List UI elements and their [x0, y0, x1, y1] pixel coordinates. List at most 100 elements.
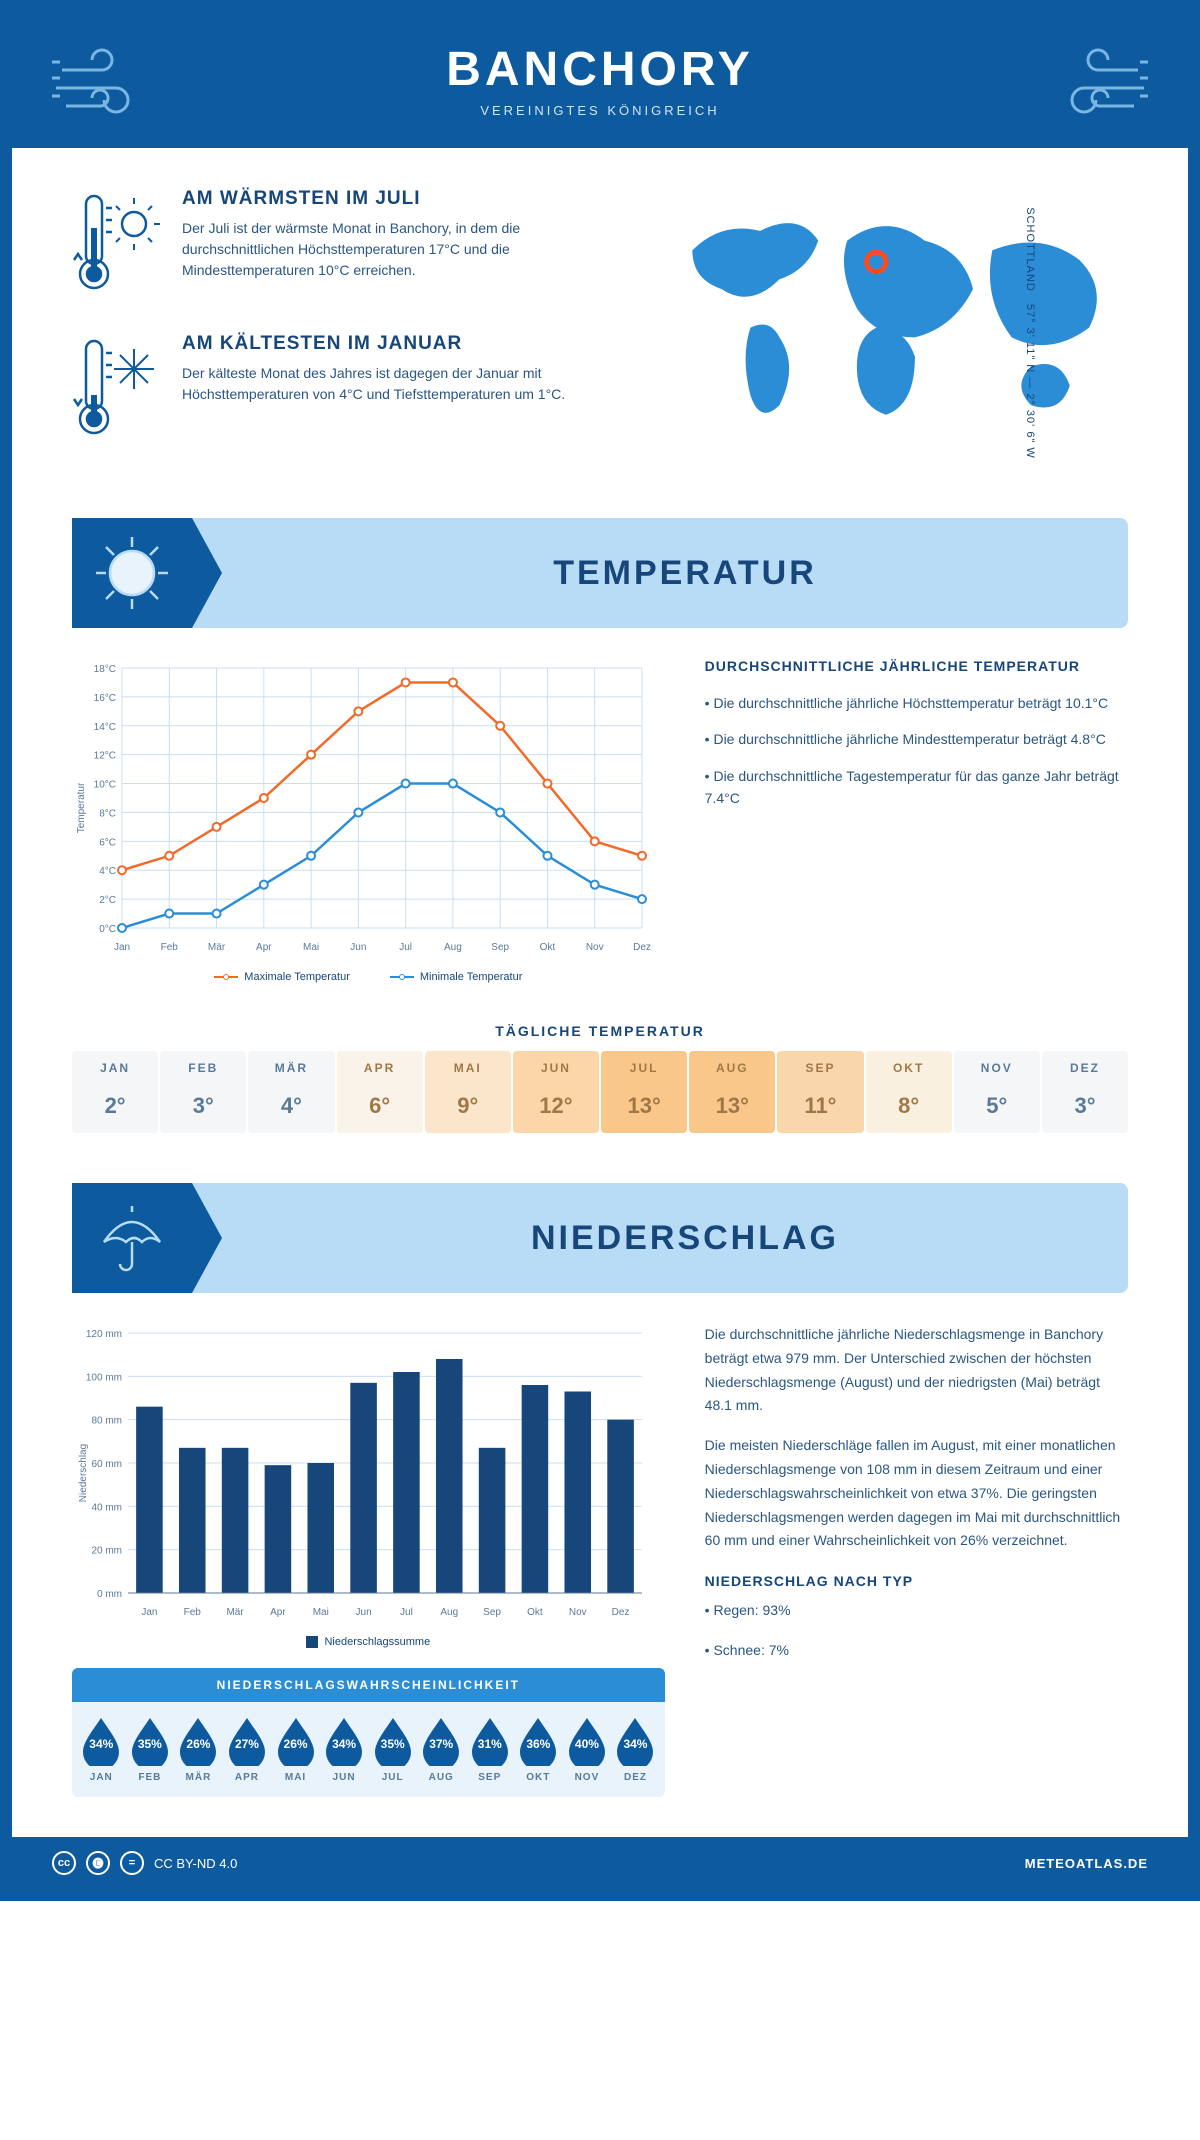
svg-text:0 mm: 0 mm	[97, 1589, 122, 1600]
svg-text:Mai: Mai	[303, 942, 319, 953]
precip-probability-cell: 40%NOV	[564, 1716, 611, 1783]
svg-text:80 mm: 80 mm	[91, 1416, 122, 1427]
svg-text:Sep: Sep	[483, 1607, 501, 1618]
svg-text:40 mm: 40 mm	[91, 1502, 122, 1513]
svg-text:Mai: Mai	[313, 1607, 329, 1618]
svg-text:8°C: 8°C	[99, 808, 116, 819]
svg-text:Nov: Nov	[586, 942, 604, 953]
thermometer-hot-icon	[72, 188, 162, 303]
svg-text:Jul: Jul	[400, 1607, 413, 1618]
temperature-section-header: TEMPERATUR	[72, 518, 1128, 628]
thermometer-cold-icon	[72, 333, 162, 448]
svg-text:Apr: Apr	[270, 1607, 286, 1618]
svg-text:Jan: Jan	[141, 1607, 157, 1618]
precip-probability-cell: 37%AUG	[418, 1716, 465, 1783]
svg-text:20 mm: 20 mm	[91, 1546, 122, 1557]
svg-text:Dez: Dez	[612, 1607, 630, 1618]
by-icon: 🅔	[86, 1851, 110, 1875]
svg-text:100 mm: 100 mm	[86, 1372, 122, 1383]
daily-temp-cell: APR6°	[337, 1051, 423, 1133]
warmest-title: AM WÄRMSTEN IM JULI	[182, 188, 604, 210]
svg-text:Aug: Aug	[440, 1607, 458, 1618]
svg-text:Okt: Okt	[527, 1607, 543, 1618]
svg-text:Sep: Sep	[491, 942, 509, 953]
precip-probability-cell: 27%APR	[224, 1716, 271, 1783]
temperature-summary-text: DURCHSCHNITTLICHE JÄHRLICHE TEMPERATUR •…	[705, 658, 1128, 983]
precipitation-bar-chart: 0 mm 20 mm 40 mm 60 mm 80 mm 100 mm 120 mm Nied…	[72, 1323, 665, 1648]
svg-text:Jul: Jul	[399, 942, 412, 953]
precip-probability-cell: 31%SEP	[467, 1716, 514, 1783]
precipitation-section-header: NIEDERSCHLAG	[72, 1183, 1128, 1293]
umbrella-icon	[72, 1183, 192, 1293]
svg-text:2°C: 2°C	[99, 895, 116, 906]
daily-temp-cell: OKT8°	[866, 1051, 952, 1133]
temperature-heading: TEMPERATUR	[553, 554, 817, 593]
daily-temp-cell: DEZ3°	[1042, 1051, 1128, 1133]
daily-temp-cell: MÄR4°	[248, 1051, 334, 1133]
daily-temp-cell: AUG13°	[689, 1051, 775, 1133]
svg-text:18°C: 18°C	[94, 664, 116, 675]
precip-probability-cell: 34%DEZ	[612, 1716, 659, 1783]
precip-probability-cell: 34%JAN	[78, 1716, 125, 1783]
location-title: BANCHORY	[446, 42, 754, 97]
svg-text:Mär: Mär	[208, 942, 226, 953]
warmest-text: Der Juli ist der wärmste Monat in Bancho…	[182, 218, 604, 281]
svg-text:Jan: Jan	[114, 942, 130, 953]
precipitation-probability-panel: NIEDERSCHLAGSWAHRSCHEINLICHKEIT 34%JAN35…	[72, 1668, 665, 1797]
svg-text:6°C: 6°C	[99, 837, 116, 848]
coordinates-label: SCHOTTLAND 57° 3' 11" N — 2° 30' 6" W	[1024, 207, 1036, 459]
wind-icon	[52, 42, 152, 137]
svg-text:0°C: 0°C	[99, 924, 116, 935]
coldest-block: AM KÄLTESTEN IM JANUAR Der kälteste Mona…	[72, 333, 604, 448]
site-credit: METEOATLAS.DE	[1025, 1856, 1148, 1871]
precip-probability-cell: 36%OKT	[515, 1716, 562, 1783]
precipitation-heading: NIEDERSCHLAG	[531, 1219, 839, 1258]
daily-temp-cell: SEP11°	[777, 1051, 863, 1133]
svg-text:Dez: Dez	[633, 942, 651, 953]
precip-probability-cell: 35%FEB	[127, 1716, 174, 1783]
svg-text:Aug: Aug	[444, 942, 462, 953]
daily-temp-heading: TÄGLICHE TEMPERATUR	[72, 1023, 1128, 1039]
precip-probability-cell: 26%MAI	[272, 1716, 319, 1783]
coldest-text: Der kälteste Monat des Jahres ist dagege…	[182, 363, 604, 405]
svg-text:60 mm: 60 mm	[91, 1459, 122, 1470]
svg-text:Feb: Feb	[184, 1607, 202, 1618]
daily-temp-cell: FEB3°	[160, 1051, 246, 1133]
coldest-title: AM KÄLTESTEN IM JANUAR	[182, 333, 604, 355]
daily-temp-cell: JAN2°	[72, 1051, 158, 1133]
world-map: SCHOTTLAND 57° 3' 11" N — 2° 30' 6" W	[644, 188, 1128, 478]
svg-text:Okt: Okt	[540, 942, 556, 953]
sun-icon	[72, 518, 192, 628]
nd-icon: =	[120, 1851, 144, 1875]
svg-text:Niederschlag: Niederschlag	[78, 1444, 89, 1502]
svg-text:120 mm: 120 mm	[86, 1329, 122, 1340]
svg-text:Mär: Mär	[226, 1607, 244, 1618]
daily-temp-table: JAN2°FEB3°MÄR4°APR6°MAI9°JUN12°JUL13°AUG…	[72, 1051, 1128, 1133]
svg-text:Jun: Jun	[350, 942, 366, 953]
svg-text:10°C: 10°C	[94, 780, 116, 791]
precip-probability-cell: 35%JUL	[369, 1716, 416, 1783]
wind-icon	[1048, 42, 1148, 137]
license-label: cc 🅔 = CC BY-ND 4.0	[52, 1851, 237, 1875]
summary-row: AM WÄRMSTEN IM JULI Der Juli ist der wär…	[72, 188, 1128, 478]
precip-probability-cell: 34%JUN	[321, 1716, 368, 1783]
svg-text:12°C: 12°C	[94, 751, 116, 762]
daily-temp-cell: JUL13°	[601, 1051, 687, 1133]
svg-text:Jun: Jun	[356, 1607, 372, 1618]
precipitation-summary-text: Die durchschnittliche jährliche Niedersc…	[705, 1323, 1128, 1797]
svg-text:16°C: 16°C	[94, 693, 116, 704]
daily-temp-cell: NOV5°	[954, 1051, 1040, 1133]
warmest-block: AM WÄRMSTEN IM JULI Der Juli ist der wär…	[72, 188, 604, 303]
cc-icon: cc	[52, 1851, 76, 1875]
daily-temp-cell: MAI9°	[425, 1051, 511, 1133]
header-band: BANCHORY VEREINIGTES KÖNIGREICH	[12, 12, 1188, 148]
location-subtitle: VEREINIGTES KÖNIGREICH	[446, 103, 754, 118]
precip-probability-cell: 26%MÄR	[175, 1716, 222, 1783]
svg-text:4°C: 4°C	[99, 866, 116, 877]
daily-temp-cell: JUN12°	[513, 1051, 599, 1133]
svg-text:14°C: 14°C	[94, 722, 116, 733]
infographic-page: BANCHORY VEREINIGTES KÖNIGREICH	[0, 0, 1200, 1901]
svg-text:Feb: Feb	[161, 942, 179, 953]
temperature-line-chart: 0°C 2°C 4°C 6°C 8°C 10°C 12°C 14°C 16°C 18°C Jan Fe…	[72, 658, 665, 983]
svg-text:Temperatur: Temperatur	[76, 782, 87, 833]
